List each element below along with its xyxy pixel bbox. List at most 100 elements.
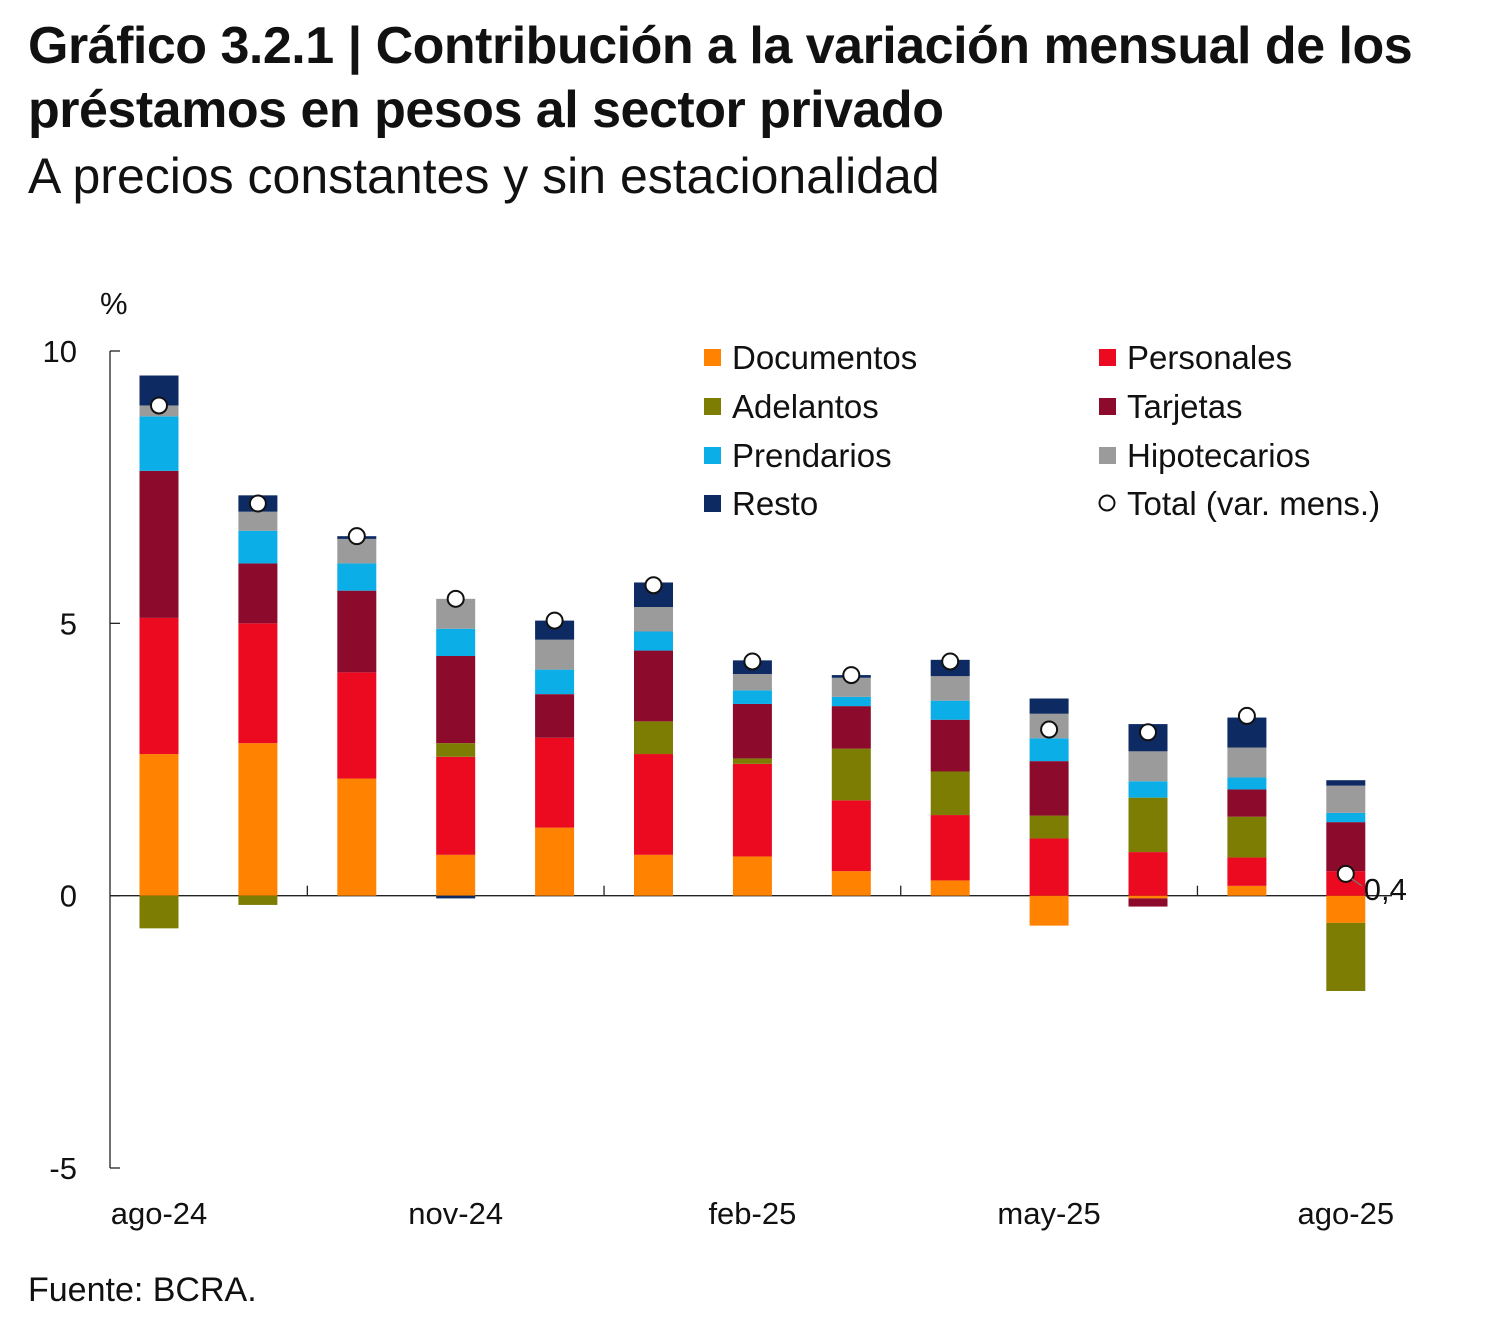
bar-segment-resto-may-25 bbox=[1029, 698, 1069, 714]
bar-segment-adelantos-nov-24 bbox=[436, 743, 476, 757]
total-marker-oct-24 bbox=[347, 527, 366, 546]
bar-segment-documentos-jun-25 bbox=[1128, 895, 1168, 899]
bar-segment-documentos-may-25 bbox=[1029, 895, 1069, 926]
bar-segment-hipotecarios-mar-25 bbox=[831, 677, 871, 697]
source-note: Fuente: BCRA. bbox=[28, 1271, 257, 1309]
bar-segment-resto-dic-24 bbox=[535, 620, 575, 640]
x-tick-label: nov-24 bbox=[408, 1196, 503, 1231]
bar-segment-tarjetas-abr-25 bbox=[930, 719, 970, 772]
legend-swatch-prendarios bbox=[704, 447, 721, 464]
bar-segment-adelantos-jun-25 bbox=[1128, 797, 1168, 853]
legend-swatch-documentos bbox=[704, 349, 721, 366]
bar-segment-prendarios-abr-25 bbox=[930, 700, 970, 720]
bar-segment-documentos-abr-25 bbox=[930, 880, 970, 896]
bar-segment-documentos-jul-25 bbox=[1227, 885, 1267, 896]
bar-segment-prendarios-sep-24 bbox=[238, 530, 278, 564]
bar-segment-resto-nov-24 bbox=[436, 895, 476, 899]
total-marker-nov-24 bbox=[446, 589, 465, 608]
bar-segment-documentos-feb-25 bbox=[732, 856, 772, 896]
bar-segment-prendarios-mar-25 bbox=[831, 696, 871, 707]
legend-label-adelantos: Adelantos bbox=[732, 388, 879, 425]
bar-segment-hipotecarios-feb-25 bbox=[732, 673, 772, 691]
legend-swatch-personales bbox=[1099, 349, 1116, 366]
bar-segment-adelantos-abr-25 bbox=[930, 771, 970, 816]
legend-swatch-hipotecarios bbox=[1099, 447, 1116, 464]
legend-swatch-adelantos bbox=[704, 398, 721, 415]
total-marker-feb-25 bbox=[743, 652, 762, 671]
y-tick-label: -5 bbox=[49, 1151, 77, 1186]
bar-segment-tarjetas-dic-24 bbox=[535, 694, 575, 738]
bar-segment-personales-oct-24 bbox=[337, 672, 377, 779]
bar-segment-personales-abr-25 bbox=[930, 815, 970, 881]
bar-segment-personales-dic-24 bbox=[535, 737, 575, 828]
total-marker-sep-24 bbox=[248, 494, 267, 513]
total-marker-jul-25 bbox=[1237, 706, 1256, 725]
legend-label-documentos: Documentos bbox=[732, 339, 917, 376]
x-tick-label: may-25 bbox=[997, 1196, 1100, 1231]
bar-segment-tarjetas-ago-24 bbox=[139, 470, 179, 618]
bar-segment-adelantos-ene-25 bbox=[634, 721, 673, 755]
bar-segment-tarjetas-may-25 bbox=[1029, 761, 1069, 816]
bar-segment-personales-ene-25 bbox=[634, 754, 673, 855]
chart-subtitle: A precios constantes y sin estacionalida… bbox=[28, 148, 940, 204]
total-marker-ago-25 bbox=[1336, 864, 1355, 883]
y-tick-label: 10 bbox=[43, 334, 77, 369]
legend-label-tarjetas: Tarjetas bbox=[1127, 388, 1243, 425]
legend-label-resto: Resto bbox=[732, 485, 818, 522]
bar-segment-prendarios-ago-25 bbox=[1326, 812, 1366, 823]
bar-segment-hipotecarios-jun-25 bbox=[1128, 751, 1168, 782]
bar-segment-prendarios-nov-24 bbox=[436, 628, 476, 657]
bar-segment-adelantos-jul-25 bbox=[1227, 816, 1267, 858]
legend: Documentos Personales Adelantos Tarjetas Pre… bbox=[704, 339, 1380, 522]
legend-marker-total bbox=[1098, 494, 1116, 512]
bar-segment-personales-ago-24 bbox=[139, 617, 179, 755]
bar-segment-prendarios-oct-24 bbox=[337, 563, 377, 591]
bar-segment-adelantos-ago-24 bbox=[139, 895, 179, 929]
bar-segment-prendarios-ago-24 bbox=[139, 416, 179, 471]
total-marker-ene-25 bbox=[644, 576, 663, 595]
total-annotation-label: 0,4 bbox=[1364, 872, 1407, 907]
bar-segment-documentos-ene-25 bbox=[634, 854, 673, 896]
bar-segment-documentos-dic-24 bbox=[535, 827, 575, 896]
bar-segment-personales-nov-24 bbox=[436, 756, 476, 855]
bar-segment-personales-mar-25 bbox=[831, 800, 871, 872]
bar-segment-adelantos-may-25 bbox=[1029, 815, 1069, 839]
bar-segment-hipotecarios-sep-24 bbox=[238, 511, 278, 531]
bar-segment-prendarios-jun-25 bbox=[1128, 781, 1168, 798]
total-marker-abr-25 bbox=[941, 652, 960, 671]
legend-label-total: Total (var. mens.) bbox=[1127, 485, 1380, 522]
bar-segment-tarjetas-ago-25 bbox=[1326, 822, 1366, 872]
bar-segment-hipotecarios-jul-25 bbox=[1227, 747, 1267, 778]
bar-segment-hipotecarios-abr-25 bbox=[930, 676, 970, 701]
bar-segment-adelantos-mar-25 bbox=[831, 748, 871, 801]
bar-segment-documentos-nov-24 bbox=[436, 854, 476, 896]
bar-segment-tarjetas-jun-25 bbox=[1128, 898, 1168, 907]
bar-segment-documentos-sep-24 bbox=[238, 743, 278, 896]
bar-segment-tarjetas-sep-24 bbox=[238, 563, 278, 624]
legend-swatch-tarjetas bbox=[1099, 398, 1116, 415]
bar-segment-tarjetas-ene-25 bbox=[634, 650, 673, 722]
legend-label-personales: Personales bbox=[1127, 339, 1292, 376]
total-marker-jun-25 bbox=[1139, 723, 1157, 742]
annotation-leader bbox=[1351, 878, 1363, 887]
x-tick-label: ago-24 bbox=[111, 1196, 208, 1231]
y-unit-label: % bbox=[100, 286, 128, 321]
legend-swatch-resto bbox=[704, 495, 721, 512]
bar-segment-hipotecarios-ene-25 bbox=[634, 606, 673, 632]
total-marker-dic-24 bbox=[545, 611, 564, 630]
bar-segment-documentos-ago-24 bbox=[139, 754, 179, 896]
bar-segment-tarjetas-oct-24 bbox=[337, 590, 377, 673]
chart-title: Gráfico 3.2.1 | Contribución a la variac… bbox=[28, 17, 1413, 139]
bar-segment-personales-jun-25 bbox=[1128, 852, 1168, 896]
plot-area: 10 5 0 -5 ago-24 nov-24 feb-25 may-25 ago-25 0,4 bbox=[43, 334, 1407, 1231]
x-tick-label: feb-25 bbox=[708, 1196, 796, 1231]
total-marker-mar-25 bbox=[842, 666, 861, 685]
x-tick-label: ago-25 bbox=[1298, 1196, 1395, 1231]
bar-segment-resto-ago-25 bbox=[1326, 780, 1366, 786]
bar-segment-documentos-mar-25 bbox=[831, 871, 871, 896]
bar-segment-prendarios-dic-24 bbox=[535, 669, 575, 695]
bar-segment-personales-sep-24 bbox=[238, 623, 278, 744]
bar-segment-hipotecarios-ago-25 bbox=[1326, 785, 1366, 813]
total-marker-may-25 bbox=[1040, 720, 1059, 739]
